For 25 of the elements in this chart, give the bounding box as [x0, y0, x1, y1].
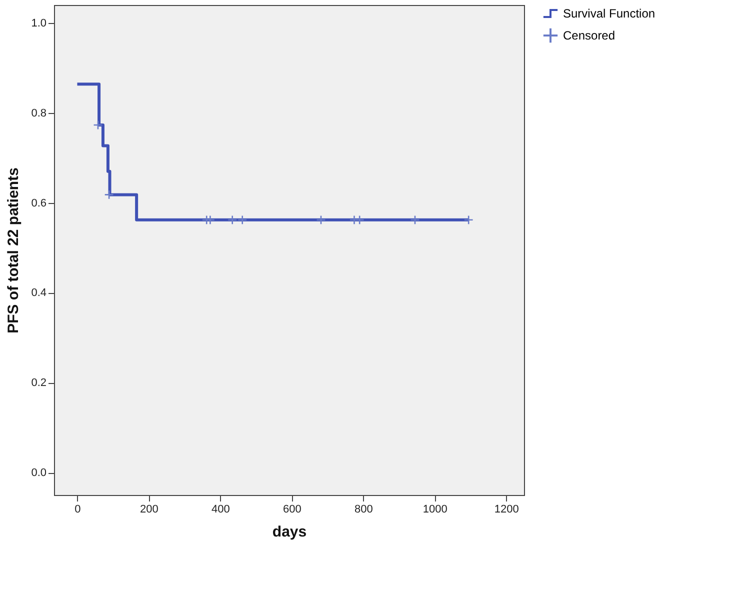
point	[410, 215, 420, 225]
x-tick-label: 600	[283, 504, 302, 516]
point	[228, 215, 238, 225]
legend-label: Censored	[563, 28, 616, 42]
x-tick-label: 800	[354, 504, 373, 516]
y-tick-label: 0.6	[31, 197, 46, 210]
y-tick-label: 0.0	[31, 467, 46, 480]
x-tick-label: 200	[140, 504, 158, 516]
point	[104, 190, 114, 200]
x-axis-title: days	[272, 524, 307, 540]
y-axis-title: PFS of total 22 patients	[5, 168, 22, 334]
x-tick-label: 0	[74, 504, 81, 516]
x-tick-label: 1000	[422, 504, 448, 516]
point	[354, 215, 364, 225]
x-tick-label: 400	[212, 504, 230, 516]
x-tick-label: 1200	[494, 504, 519, 516]
point	[316, 215, 326, 225]
legend-label: Survival Function	[563, 6, 656, 20]
point	[464, 215, 474, 225]
y-tick-label: 0.8	[31, 107, 46, 120]
y-tick-label: 1.0	[31, 17, 46, 30]
point	[238, 215, 248, 225]
point	[93, 120, 103, 130]
y-tick-label: 0.4	[31, 287, 46, 300]
y-tick-label: 0.2	[31, 377, 46, 390]
